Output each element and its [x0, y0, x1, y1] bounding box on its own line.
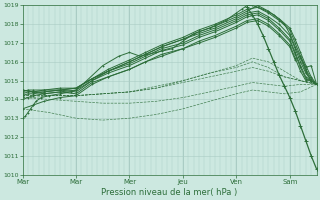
- X-axis label: Pression niveau de la mer( hPa ): Pression niveau de la mer( hPa ): [101, 188, 238, 197]
